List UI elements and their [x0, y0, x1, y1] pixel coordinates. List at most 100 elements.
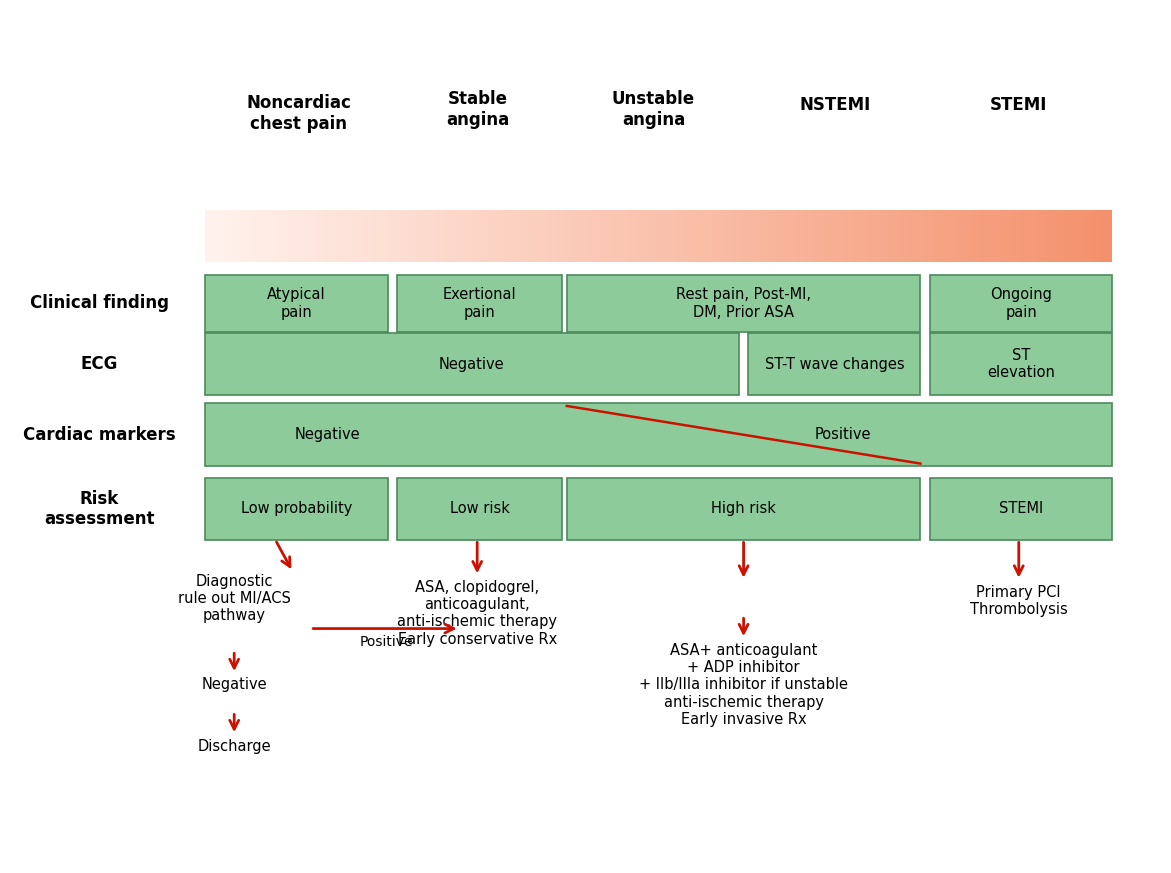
Text: ST
elevation: ST elevation [987, 347, 1055, 381]
Bar [522, 210, 526, 262]
Bar [505, 210, 507, 262]
Bar [746, 210, 749, 262]
Bar [287, 210, 289, 262]
Bar [463, 210, 465, 262]
Bar [308, 210, 310, 262]
Bar [1052, 210, 1055, 262]
Bar [537, 210, 541, 262]
Bar [335, 210, 338, 262]
Bar [413, 210, 417, 262]
Bar [992, 210, 994, 262]
Bar [571, 210, 574, 262]
Bar [283, 210, 287, 262]
Bar [919, 210, 922, 262]
Bar [1055, 210, 1059, 262]
Bar [683, 210, 686, 262]
Bar [780, 210, 782, 262]
Bar [803, 210, 807, 262]
Bar [1013, 210, 1015, 262]
Bar [761, 210, 765, 262]
Bar [256, 210, 259, 262]
Bar [511, 210, 513, 262]
Bar [876, 210, 879, 262]
Bar [795, 210, 797, 262]
Bar [852, 210, 855, 262]
Bar [629, 210, 631, 262]
Bar [1088, 210, 1091, 262]
Bar [205, 210, 208, 262]
Bar [432, 210, 434, 262]
Text: ECG: ECG [81, 355, 118, 373]
Bar [468, 210, 471, 262]
Bar [723, 210, 725, 262]
Bar [205, 333, 739, 395]
Bar [967, 210, 971, 262]
Bar [359, 210, 362, 262]
Bar [946, 210, 949, 262]
Bar [650, 210, 652, 262]
Bar [486, 210, 489, 262]
Bar [740, 210, 744, 262]
Bar [956, 210, 958, 262]
Bar [226, 210, 230, 262]
Bar [589, 210, 593, 262]
Bar [971, 210, 973, 262]
Bar [601, 210, 604, 262]
Bar [734, 210, 738, 262]
Bar [858, 210, 862, 262]
Bar [595, 210, 598, 262]
Bar [289, 210, 293, 262]
Bar [748, 333, 920, 395]
Bar [259, 210, 262, 262]
Bar [922, 210, 925, 262]
Bar [440, 210, 444, 262]
Bar [623, 210, 625, 262]
Bar [478, 210, 480, 262]
Bar [701, 210, 704, 262]
Bar [586, 210, 589, 262]
Bar [568, 210, 571, 262]
Bar [692, 210, 694, 262]
Bar [1082, 210, 1086, 262]
Bar [891, 210, 895, 262]
Bar [1036, 210, 1040, 262]
Bar [826, 210, 828, 262]
Bar [1028, 210, 1030, 262]
Bar [368, 210, 371, 262]
Bar [1004, 210, 1007, 262]
Bar [717, 210, 719, 262]
Bar [474, 210, 478, 262]
Bar [1059, 210, 1061, 262]
Bar [610, 210, 614, 262]
Bar [979, 210, 982, 262]
Bar [744, 210, 746, 262]
Bar [326, 210, 329, 262]
Bar [789, 210, 792, 262]
Bar [1086, 210, 1088, 262]
Bar [828, 210, 831, 262]
Bar [354, 210, 356, 262]
Bar [985, 210, 988, 262]
Bar [704, 210, 707, 262]
Bar [930, 333, 1112, 395]
Bar [862, 210, 864, 262]
Bar [949, 210, 952, 262]
Bar [904, 210, 906, 262]
Bar [1049, 210, 1052, 262]
Bar [390, 210, 392, 262]
Bar [230, 210, 232, 262]
Bar [906, 210, 910, 262]
Bar [417, 210, 419, 262]
Bar [801, 210, 803, 262]
Bar [792, 210, 795, 262]
Bar [694, 210, 698, 262]
Bar [208, 210, 211, 262]
Text: Discharge: Discharge [198, 739, 271, 753]
Bar [731, 210, 734, 262]
Bar [1067, 210, 1070, 262]
Bar [251, 210, 253, 262]
Bar [492, 210, 495, 262]
Bar [686, 210, 689, 262]
Bar [689, 210, 692, 262]
Bar [383, 210, 386, 262]
